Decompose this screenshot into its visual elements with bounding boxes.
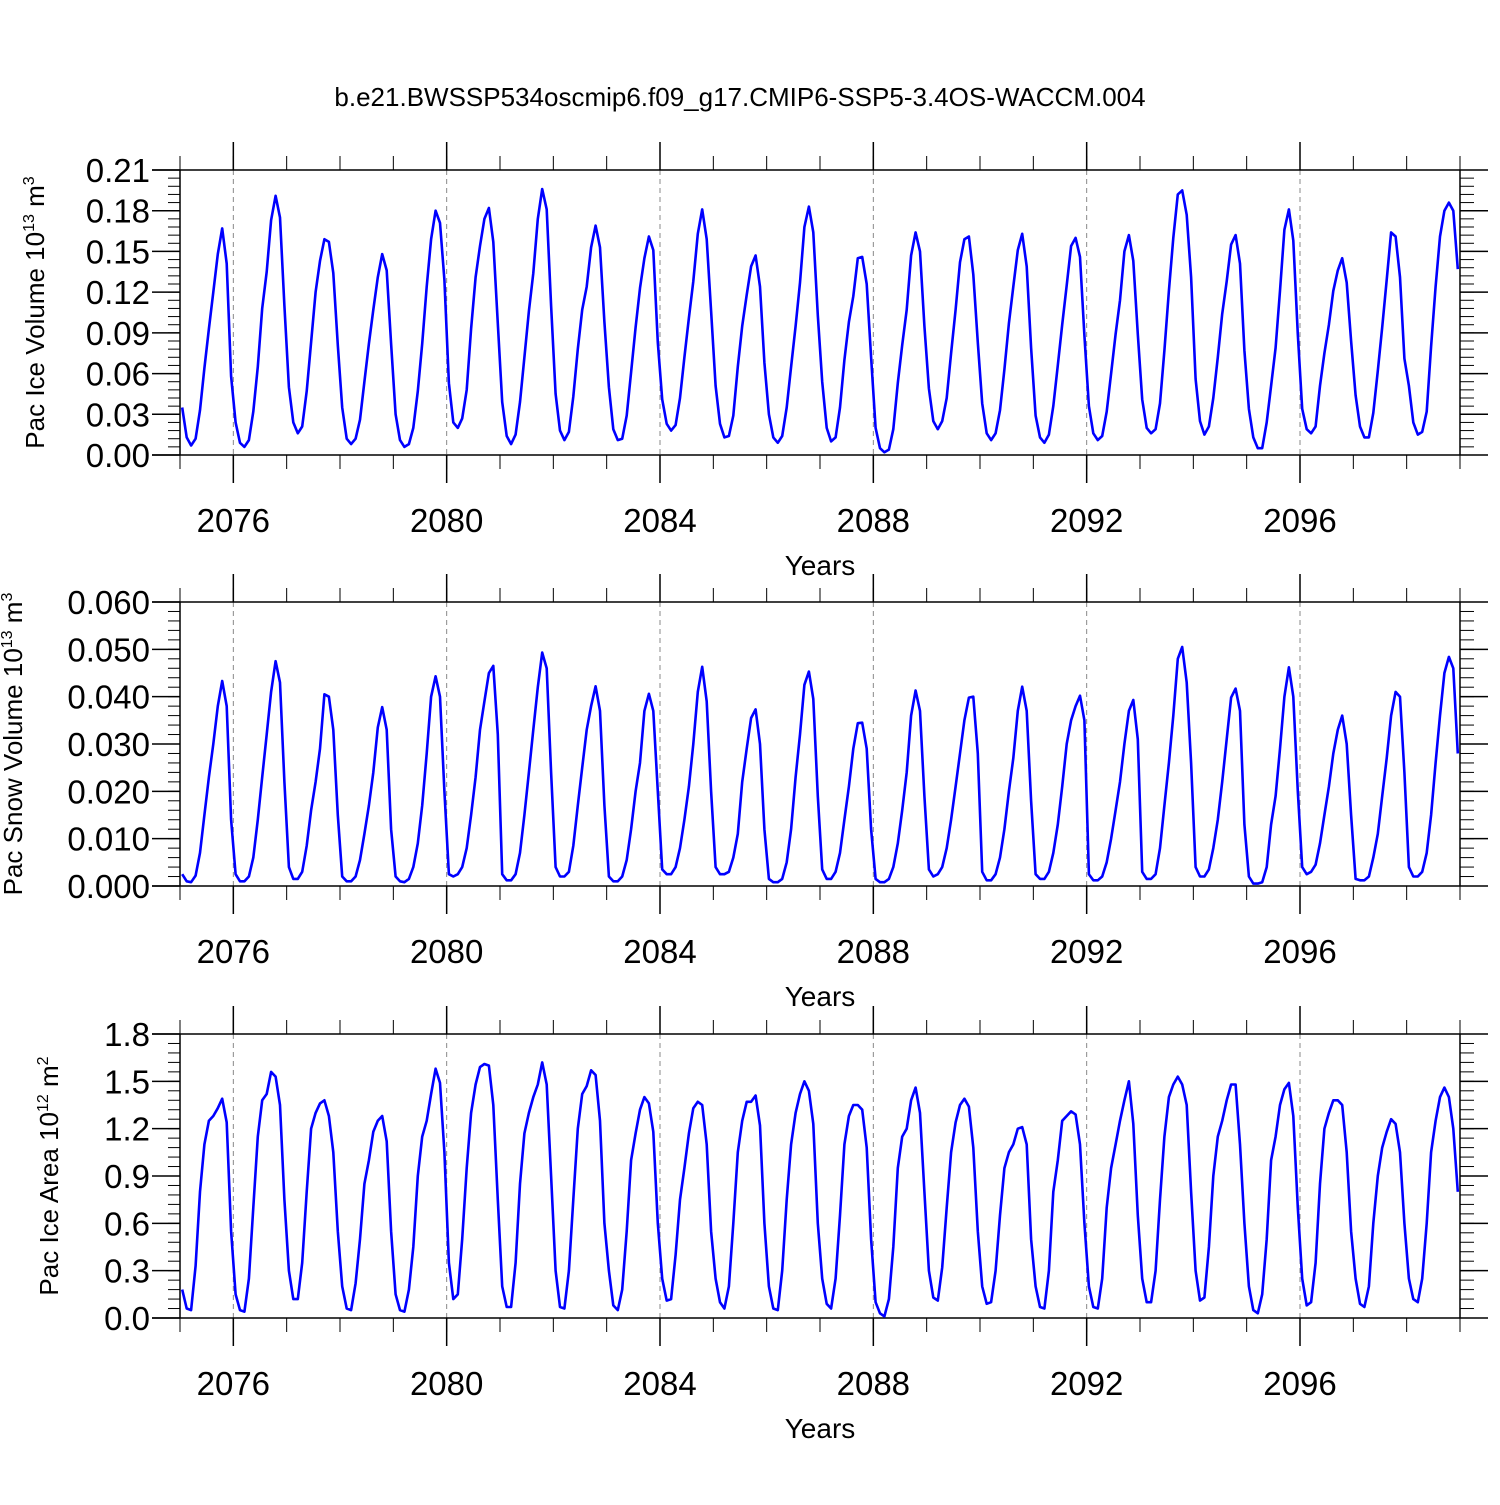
y-tick-label: 0.030 — [67, 726, 150, 763]
y-axis-title-part: m — [34, 1065, 64, 1094]
y-tick-label: 0.09 — [86, 315, 150, 352]
y-axis-title: Pac Snow Volume 1013 m3 — [0, 593, 28, 896]
y-tick-label: 0.6 — [104, 1205, 150, 1242]
panel-2: 0.000 0.010 0.020 0.030 0.040 0.050 0.060 2076 2… — [0, 574, 1488, 1012]
y-tick-label: 0.12 — [86, 274, 150, 311]
y-tick-label: 0.060 — [67, 584, 150, 621]
y-tick-label: 0.18 — [86, 193, 150, 230]
x-tick-label: 2088 — [837, 502, 910, 539]
y-tick-label: 0.15 — [86, 233, 150, 270]
y-axis-title-part: 13 — [21, 214, 38, 232]
y-tick-label: 0.050 — [67, 631, 150, 668]
y-tick-label: 1.5 — [104, 1063, 150, 1100]
y-tick-label: 0.000 — [67, 868, 150, 905]
y-tick-label: 0.020 — [67, 773, 150, 810]
y-tick-label: 0.21 — [86, 152, 150, 189]
x-tick-label: 2080 — [410, 502, 483, 539]
y-tick-label: 0.9 — [104, 1158, 150, 1195]
y-tick-label: 0.0 — [104, 1300, 150, 1337]
x-tick-label: 2080 — [410, 933, 483, 970]
x-tick-label: 2076 — [197, 502, 270, 539]
x-tick-label: 2096 — [1263, 1365, 1336, 1402]
x-tick-label: 2088 — [837, 933, 910, 970]
y-tick-label: 1.2 — [104, 1111, 150, 1148]
y-axis-title-part: m — [0, 602, 28, 631]
x-tick-label: 2096 — [1263, 502, 1336, 539]
y-tick-label: 0.03 — [86, 396, 150, 433]
x-tick-label: 2096 — [1263, 933, 1336, 970]
x-tick-label: 2080 — [410, 1365, 483, 1402]
y-tick-label: 1.8 — [104, 1016, 150, 1053]
y-tick-label: 0.040 — [67, 679, 150, 716]
series-line — [181, 645, 1460, 885]
y-axis-title: Pac Ice Area 1012 m2 — [34, 1056, 64, 1295]
y-axis-title-part: 3 — [0, 593, 16, 602]
x-axis-title: Years — [785, 550, 856, 581]
y-axis-title-part: 13 — [0, 630, 16, 648]
y-axis-title-part: Pac Snow Volume 10 — [0, 648, 28, 895]
y-tick-label: 0.3 — [104, 1253, 150, 1290]
x-tick-label: 2076 — [197, 933, 270, 970]
x-tick-label: 2092 — [1050, 1365, 1123, 1402]
series-line — [180, 1061, 1460, 1318]
y-axis-title-part: 3 — [21, 176, 38, 185]
y-axis-title-part: 12 — [35, 1094, 52, 1112]
x-tick-label: 2092 — [1050, 933, 1123, 970]
x-tick-label: 2076 — [197, 1365, 270, 1402]
y-axis-title-part: Pac Ice Volume 10 — [20, 232, 50, 449]
x-axis-title: Years — [785, 981, 856, 1012]
y-axis-title-part: Pac Ice Area 10 — [34, 1112, 64, 1296]
y-axis-title-part: m — [20, 185, 50, 214]
y-tick-label: 0.010 — [67, 821, 150, 858]
x-axis-title: Years — [785, 1413, 856, 1444]
panel-1: 0.00 0.030.06 0.09 0.12 0.150.18 0.21 2076 2080… — [20, 142, 1488, 581]
y-tick-label: 0.06 — [86, 356, 150, 393]
series-line — [180, 187, 1460, 454]
panel-3: 0.0 0.3 0.6 0.9 1.2 1.5 1.8 2076 2080 2084 2088 209… — [34, 1006, 1488, 1444]
y-tick-label: 0.00 — [86, 437, 150, 474]
x-tick-label: 2084 — [623, 1365, 696, 1402]
y-axis-title: Pac Ice Volume 1013 m3 — [20, 176, 50, 449]
x-tick-label: 2092 — [1050, 502, 1123, 539]
y-axis-title-part: 2 — [35, 1056, 52, 1065]
x-tick-label: 2084 — [623, 933, 696, 970]
x-tick-label: 2088 — [837, 1365, 910, 1402]
chart-title: b.e21.BWSSP534oscmip6.f09_g17.CMIP6-SSP5… — [334, 82, 1145, 112]
x-tick-label: 2084 — [623, 502, 696, 539]
